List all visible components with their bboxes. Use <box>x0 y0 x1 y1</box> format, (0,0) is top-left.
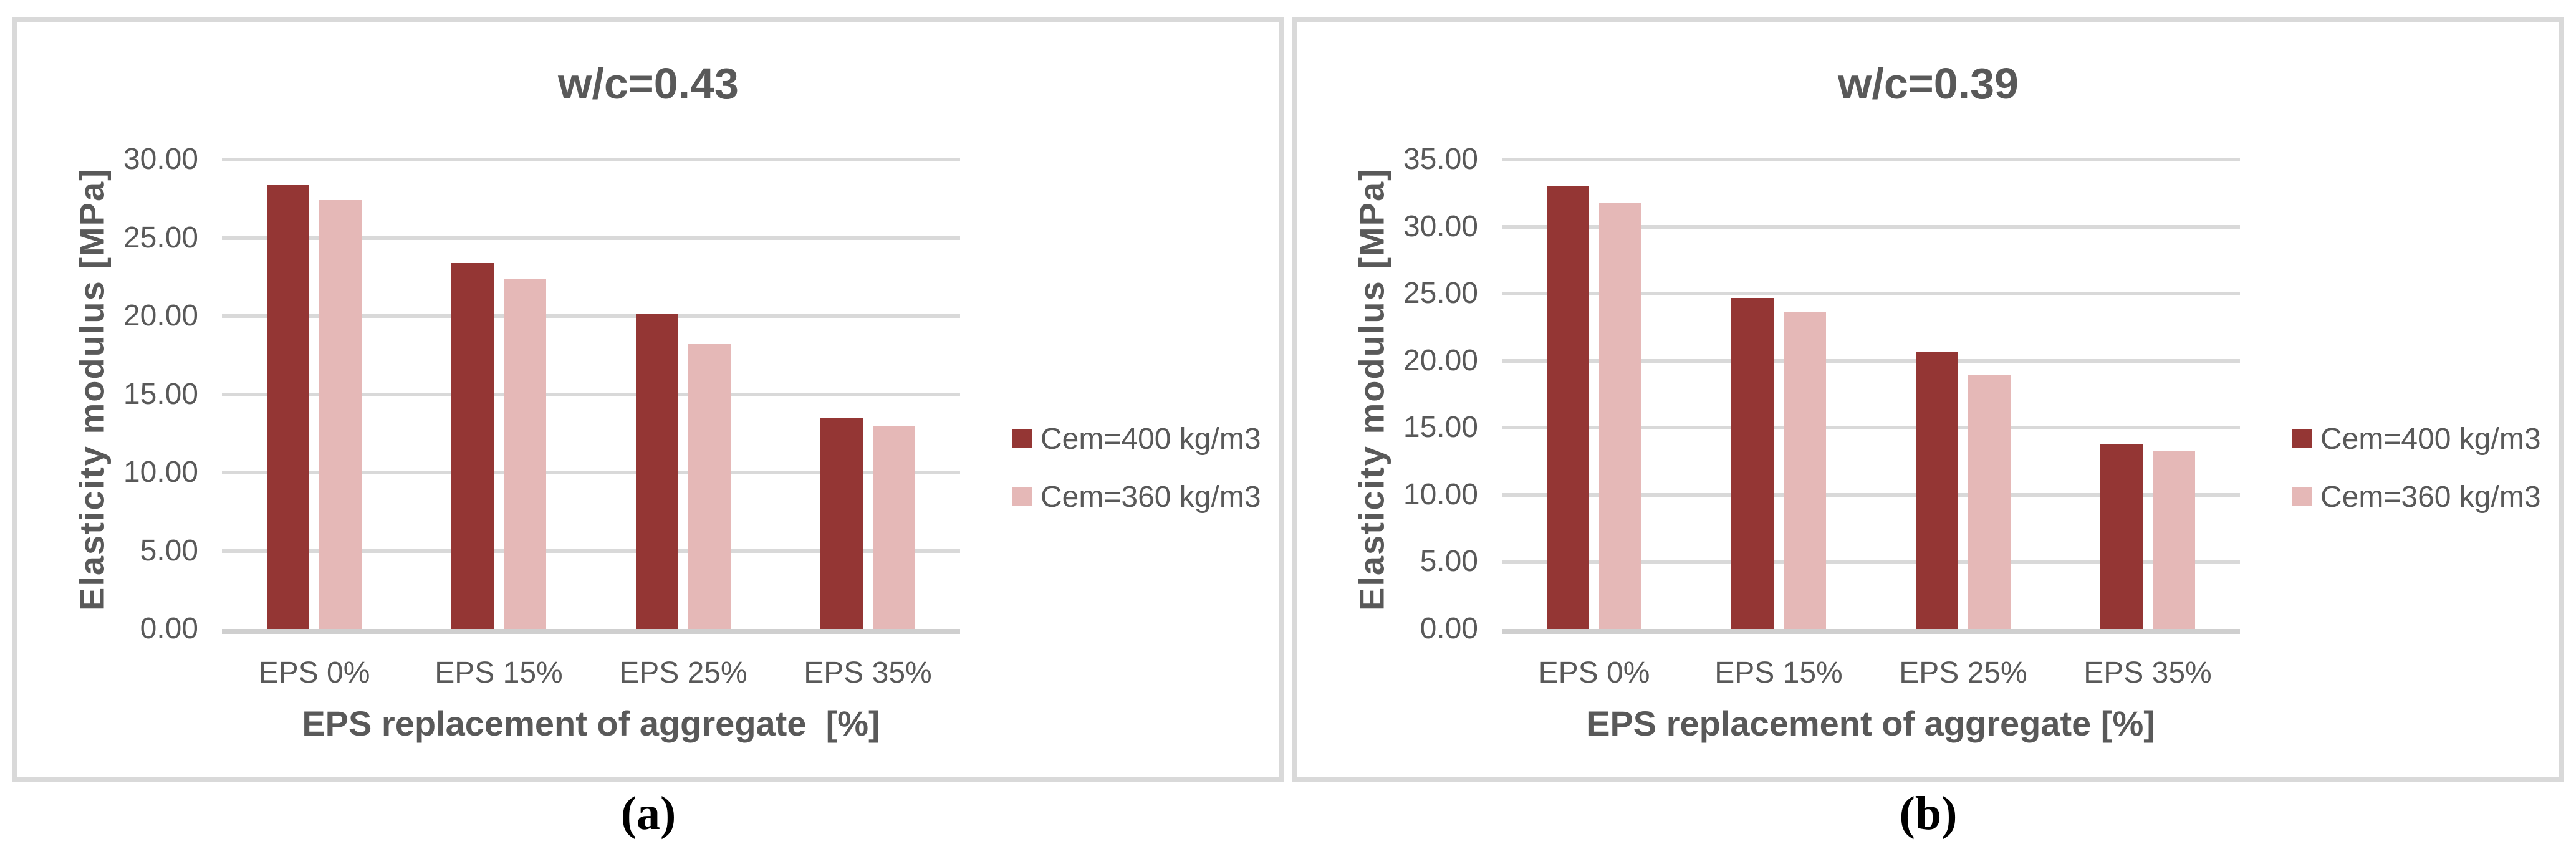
x-category-label: EPS 0% <box>258 656 370 689</box>
bar-Cem=360 kg/m3-EPS 35% <box>873 426 915 629</box>
y-gridline <box>1502 359 2240 363</box>
legend-swatch-icon <box>2292 487 2312 506</box>
legend-swatch-icon <box>1012 487 1032 506</box>
legend-swatch-icon <box>1012 429 1032 448</box>
x-axis-title: EPS replacement of aggregate [%] <box>1587 704 2155 743</box>
legend-entry: Cem=360 kg/m3 <box>1012 479 1261 514</box>
x-axis-line <box>1502 629 2240 634</box>
y-gridline <box>222 549 960 553</box>
y-gridline <box>222 393 960 396</box>
y-gridline <box>1502 158 2240 161</box>
bar-Cem=360 kg/m3-EPS 25% <box>688 344 731 629</box>
bar-Cem=400 kg/m3-EPS 25% <box>1916 352 1958 629</box>
x-category-label: EPS 35% <box>2083 656 2212 689</box>
y-gridline <box>222 314 960 318</box>
bar-Cem=400 kg/m3-EPS 35% <box>2100 444 2143 629</box>
bar-Cem=400 kg/m3-EPS 25% <box>636 314 678 629</box>
y-tick-label: 25.00 <box>123 221 198 254</box>
y-tick-label: 0.00 <box>140 612 198 645</box>
y-tick-label: 30.00 <box>123 143 198 176</box>
y-gridline <box>1502 426 2240 429</box>
chart-panel-b: w/c=0.39 Elasticity modulus [MPa] 0.00 5.… <box>1292 17 2564 782</box>
bar-Cem=400 kg/m3-EPS 0% <box>1547 186 1589 629</box>
legend-label: Cem=360 kg/m3 <box>1040 480 1261 514</box>
y-tick-label: 15.00 <box>1403 411 1478 444</box>
legend-entry: Cem=360 kg/m3 <box>2292 479 2541 514</box>
subfigure-caption-a: (a) <box>620 787 676 840</box>
y-gridline <box>1502 560 2240 564</box>
bar-Cem=360 kg/m3-EPS 15% <box>504 279 546 629</box>
x-category-label: EPS 25% <box>619 656 747 689</box>
y-tick-label: 20.00 <box>1403 344 1478 377</box>
y-gridline <box>222 236 960 240</box>
y-gridline <box>1502 493 2240 497</box>
bar-Cem=400 kg/m3-EPS 15% <box>1731 298 1774 629</box>
x-category-label: EPS 15% <box>435 656 563 689</box>
chart-panel-a: w/c=0.43 Elasticity modulus [MPa] 0.00 5.… <box>12 17 1284 782</box>
x-axis-line <box>222 629 960 634</box>
bar-Cem=400 kg/m3-EPS 35% <box>820 418 863 629</box>
y-gridline <box>222 471 960 474</box>
x-category-label: EPS 25% <box>1899 656 2027 689</box>
subfigure-caption-b: (b) <box>1899 787 1958 840</box>
legend-label: Cem=360 kg/m3 <box>2320 480 2541 514</box>
legend-entry: Cem=400 kg/m3 <box>2292 421 2541 456</box>
y-tick-label: 5.00 <box>140 534 198 567</box>
bar-Cem=360 kg/m3-EPS 0% <box>319 200 362 629</box>
y-gridline <box>1502 292 2240 295</box>
y-tick-label: 5.00 <box>1420 545 1478 578</box>
x-category-label: EPS 35% <box>804 656 932 689</box>
legend-label: Cem=400 kg/m3 <box>2320 422 2541 456</box>
chart-title: w/c=0.43 <box>558 59 739 108</box>
y-tick-label: 25.00 <box>1403 277 1478 310</box>
x-axis-title: EPS replacement of aggregate [%] <box>302 704 880 743</box>
bar-Cem=360 kg/m3-EPS 0% <box>1599 203 1641 629</box>
legend-label: Cem=400 kg/m3 <box>1040 422 1261 456</box>
bar-Cem=360 kg/m3-EPS 15% <box>1784 312 1826 629</box>
y-tick-label: 0.00 <box>1420 612 1478 645</box>
y-tick-label: 10.00 <box>1403 478 1478 511</box>
y-tick-label: 30.00 <box>1403 210 1478 243</box>
y-tick-label: 20.00 <box>123 299 198 332</box>
y-tick-label: 10.00 <box>123 456 198 489</box>
x-category-label: EPS 15% <box>1714 656 1843 689</box>
y-gridline <box>1502 225 2240 229</box>
bar-Cem=360 kg/m3-EPS 25% <box>1968 375 2011 629</box>
chart-title: w/c=0.39 <box>1838 59 2019 108</box>
bar-Cem=400 kg/m3-EPS 15% <box>451 263 494 629</box>
bar-Cem=360 kg/m3-EPS 35% <box>2153 451 2195 629</box>
y-tick-label: 15.00 <box>123 378 198 411</box>
legend-entry: Cem=400 kg/m3 <box>1012 421 1261 456</box>
y-gridline <box>222 158 960 161</box>
y-tick-label: 35.00 <box>1403 143 1478 176</box>
bar-Cem=400 kg/m3-EPS 0% <box>267 185 309 629</box>
legend-swatch-icon <box>2292 429 2312 448</box>
x-category-label: EPS 0% <box>1538 656 1650 689</box>
